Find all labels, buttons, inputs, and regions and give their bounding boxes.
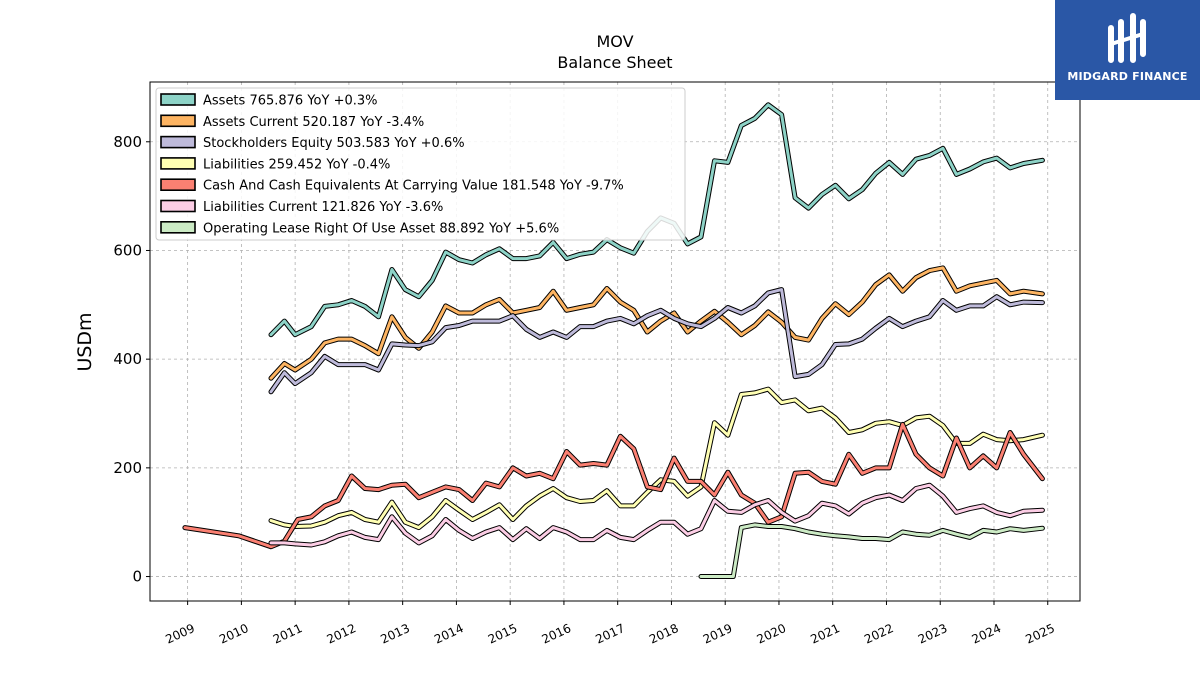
x-tick-label: 2015 [486,621,520,647]
series-stroke [183,422,1044,549]
x-tick-label: 2025 [1023,621,1057,647]
series-line [182,421,1045,550]
x-tick-label: 2018 [647,621,681,647]
legend-swatch [160,178,196,191]
series-outline [268,287,1045,395]
legend-swatch [160,114,196,128]
y-axis-label: USDm [74,312,96,371]
series-stroke [269,288,1044,394]
legend-entry: Operating Lease Right Of Use Asset 88.89… [203,221,559,236]
chart-subtitle: Balance Sheet [557,53,672,72]
x-tick-label: 2013 [378,621,412,647]
legend-swatch [160,135,196,149]
x-axis: 2009 2010 2011 2012 2013 2014 2015 2016 2017 2018… [163,601,1057,647]
series-line [268,482,1045,548]
y-tick-label: 600 [113,241,142,259]
y-axis: 0 200 400 600 800 [113,133,150,586]
x-tick-label: 2009 [163,621,197,647]
legend-entry: Liabilities Current 121.826 YoY -3.6% [203,200,443,215]
x-tick-label: 2019 [701,621,735,647]
legend-entry: Stockholders Equity 503.583 YoY +0.6% [203,136,465,151]
midgard-finance-logo: MIDGARD FINANCE [1055,0,1200,100]
x-tick-label: 2021 [808,621,842,647]
chart-title: MOV [596,32,633,51]
series-stroke [699,523,1044,578]
legend-entry: Assets 765.876 YoY +0.3% [203,94,378,109]
legend-swatch [160,221,196,234]
x-tick-label: 2023 [916,621,950,647]
x-tick-label: 2012 [325,621,359,647]
series-line [698,522,1045,579]
legend-entry: Liabilities 259.452 YoY -0.4% [203,157,390,172]
series-line [268,287,1045,395]
series-outline [182,421,1045,550]
legend-swatch [160,157,196,170]
x-tick-label: 2017 [593,621,627,647]
x-tick-label: 2022 [862,621,896,647]
series-stroke [269,266,1044,380]
legend-box [155,87,686,241]
legend-entry: Cash And Cash Equivalents At Carrying Va… [203,179,624,194]
y-tick-label: 800 [113,133,142,151]
logo-mark-icon [1108,13,1146,63]
y-tick-label: 400 [113,350,142,368]
legend-swatch [160,199,196,213]
series-line [268,265,1045,381]
x-tick-label: 2010 [217,621,251,647]
x-tick-label: 2024 [970,621,1004,647]
x-tick-label: 2011 [271,621,305,647]
series-stroke [269,483,1044,547]
y-tick-label: 0 [132,568,142,586]
series-outline [268,386,1045,531]
legend: Assets 765.876 YoY +0.3% Assets Current 5… [155,87,686,241]
logo-text: MIDGARD FINANCE [1067,70,1188,83]
legend-swatch [160,93,196,106]
x-tick-label: 2016 [540,621,574,647]
series-line [268,386,1045,531]
x-tick-label: 2020 [755,621,789,647]
plot-area-frame [149,81,1081,602]
y-tick-label: 200 [113,459,142,477]
legend-entry: Assets Current 520.187 YoY -3.4% [203,115,424,130]
x-tick-label: 2014 [432,621,466,647]
